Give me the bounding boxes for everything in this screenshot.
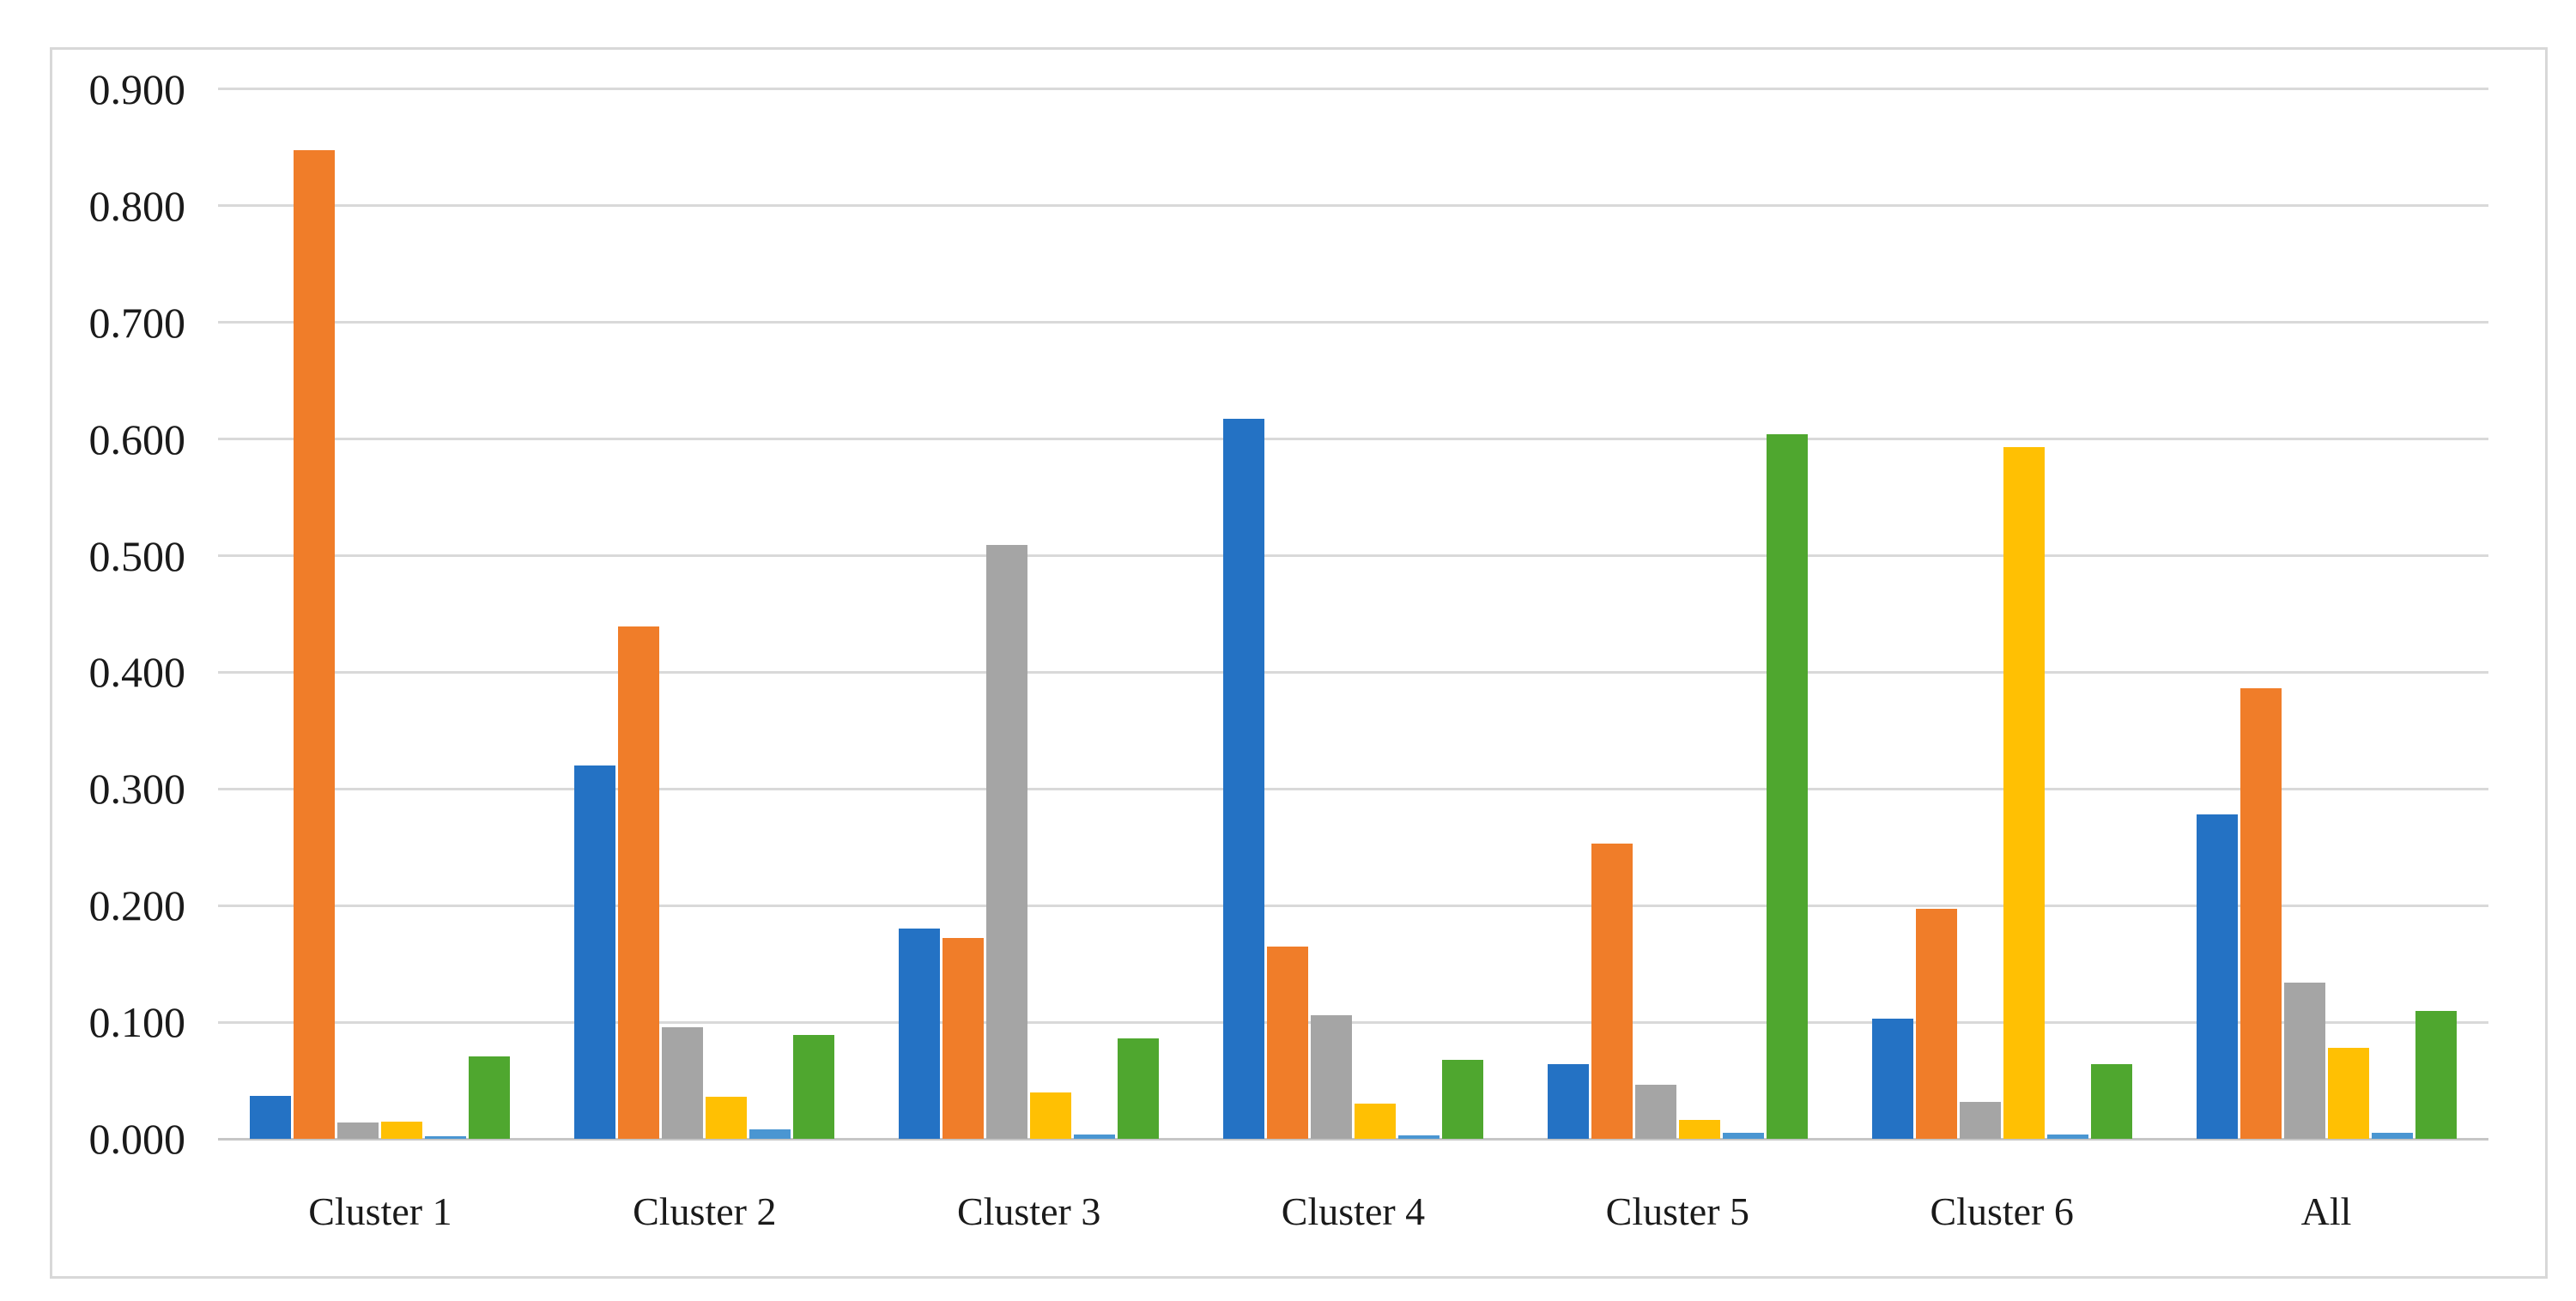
bar-blue-cluster-4 (1223, 419, 1264, 1139)
bar-gray-cluster-6 (1960, 1102, 2001, 1139)
gridline (218, 554, 2488, 557)
gridline (218, 321, 2488, 324)
bar-yellow-cluster-4 (1355, 1104, 1396, 1139)
gridline (218, 787, 2488, 790)
bar-blue-cluster-1 (250, 1096, 291, 1139)
bar-yellow-cluster-6 (2003, 447, 2045, 1139)
y-tick-label: 0.500 (88, 531, 186, 580)
x-axis-line (218, 1137, 2488, 1141)
x-category-label: Cluster 3 (956, 1189, 1101, 1233)
y-tick-label: 0.300 (88, 765, 186, 814)
bar-light-blue-cluster-6 (2047, 1135, 2088, 1139)
x-category-label: All (2300, 1189, 2352, 1233)
y-tick-label: 0.200 (88, 881, 186, 930)
x-category-label: Cluster 6 (1930, 1189, 2074, 1233)
bar-light-blue-all (2372, 1133, 2413, 1139)
bar-green-all (2415, 1011, 2457, 1139)
bar-gray-cluster-2 (662, 1027, 703, 1139)
bar-blue-all (2197, 814, 2238, 1139)
y-tick-label: 0.100 (88, 998, 186, 1047)
x-category-label: Cluster 1 (308, 1189, 452, 1233)
bar-orange-cluster-1 (294, 150, 335, 1139)
bar-green-cluster-3 (1118, 1038, 1159, 1139)
y-tick-label: 0.400 (88, 648, 186, 697)
bar-green-cluster-5 (1767, 434, 1808, 1139)
x-category-label: Cluster 4 (1281, 1189, 1426, 1233)
gridline (218, 88, 2488, 91)
bar-green-cluster-6 (2091, 1064, 2132, 1139)
bar-orange-cluster-6 (1916, 909, 1957, 1139)
gridline (218, 1020, 2488, 1024)
y-tick-label: 0.800 (88, 181, 186, 230)
bar-blue-cluster-2 (574, 765, 615, 1139)
bar-light-blue-cluster-4 (1398, 1135, 1440, 1139)
bar-orange-cluster-5 (1591, 844, 1633, 1139)
bar-blue-cluster-6 (1872, 1019, 1913, 1139)
bar-light-blue-cluster-1 (425, 1136, 466, 1139)
bar-gray-cluster-1 (337, 1122, 379, 1139)
bar-orange-cluster-4 (1267, 947, 1308, 1139)
bar-orange-cluster-3 (943, 938, 984, 1139)
bar-gray-cluster-4 (1311, 1015, 1352, 1139)
bar-gray-all (2284, 983, 2325, 1139)
bar-orange-cluster-2 (618, 626, 659, 1139)
gridline (218, 670, 2488, 674)
gridline (218, 904, 2488, 907)
y-tick-label: 0.700 (88, 298, 186, 347)
bar-green-cluster-1 (469, 1056, 510, 1139)
bar-yellow-cluster-5 (1679, 1120, 1720, 1139)
bar-yellow-cluster-3 (1030, 1092, 1071, 1139)
chart-frame: 0.000 0.100 0.200 0.300 0.400 0.500 0.600 0.700… (50, 47, 2548, 1279)
y-tick-label: 0.600 (88, 415, 186, 463)
bar-gray-cluster-3 (986, 545, 1027, 1139)
y-tick-label: 0.000 (88, 1115, 186, 1163)
x-category-label: Cluster 5 (1605, 1189, 1750, 1233)
bar-light-blue-cluster-2 (749, 1129, 791, 1139)
bar-yellow-all (2328, 1048, 2369, 1139)
bar-green-cluster-4 (1442, 1060, 1483, 1139)
bar-light-blue-cluster-3 (1074, 1135, 1115, 1139)
bar-gray-cluster-5 (1635, 1085, 1676, 1139)
bar-orange-all (2240, 688, 2282, 1139)
gridline (218, 204, 2488, 208)
bar-yellow-cluster-1 (381, 1122, 422, 1139)
bar-green-cluster-2 (793, 1035, 834, 1139)
gridline (218, 438, 2488, 441)
bar-blue-cluster-3 (899, 929, 940, 1139)
bar-chart-plot-area: 0.000 0.100 0.200 0.300 0.400 0.500 0.600 0.700… (52, 50, 2545, 1276)
bar-yellow-cluster-2 (706, 1097, 747, 1139)
x-category-label: Cluster 2 (633, 1189, 777, 1233)
bar-blue-cluster-5 (1548, 1064, 1589, 1139)
y-tick-label: 0.900 (88, 64, 186, 113)
bar-light-blue-cluster-5 (1723, 1133, 1764, 1139)
